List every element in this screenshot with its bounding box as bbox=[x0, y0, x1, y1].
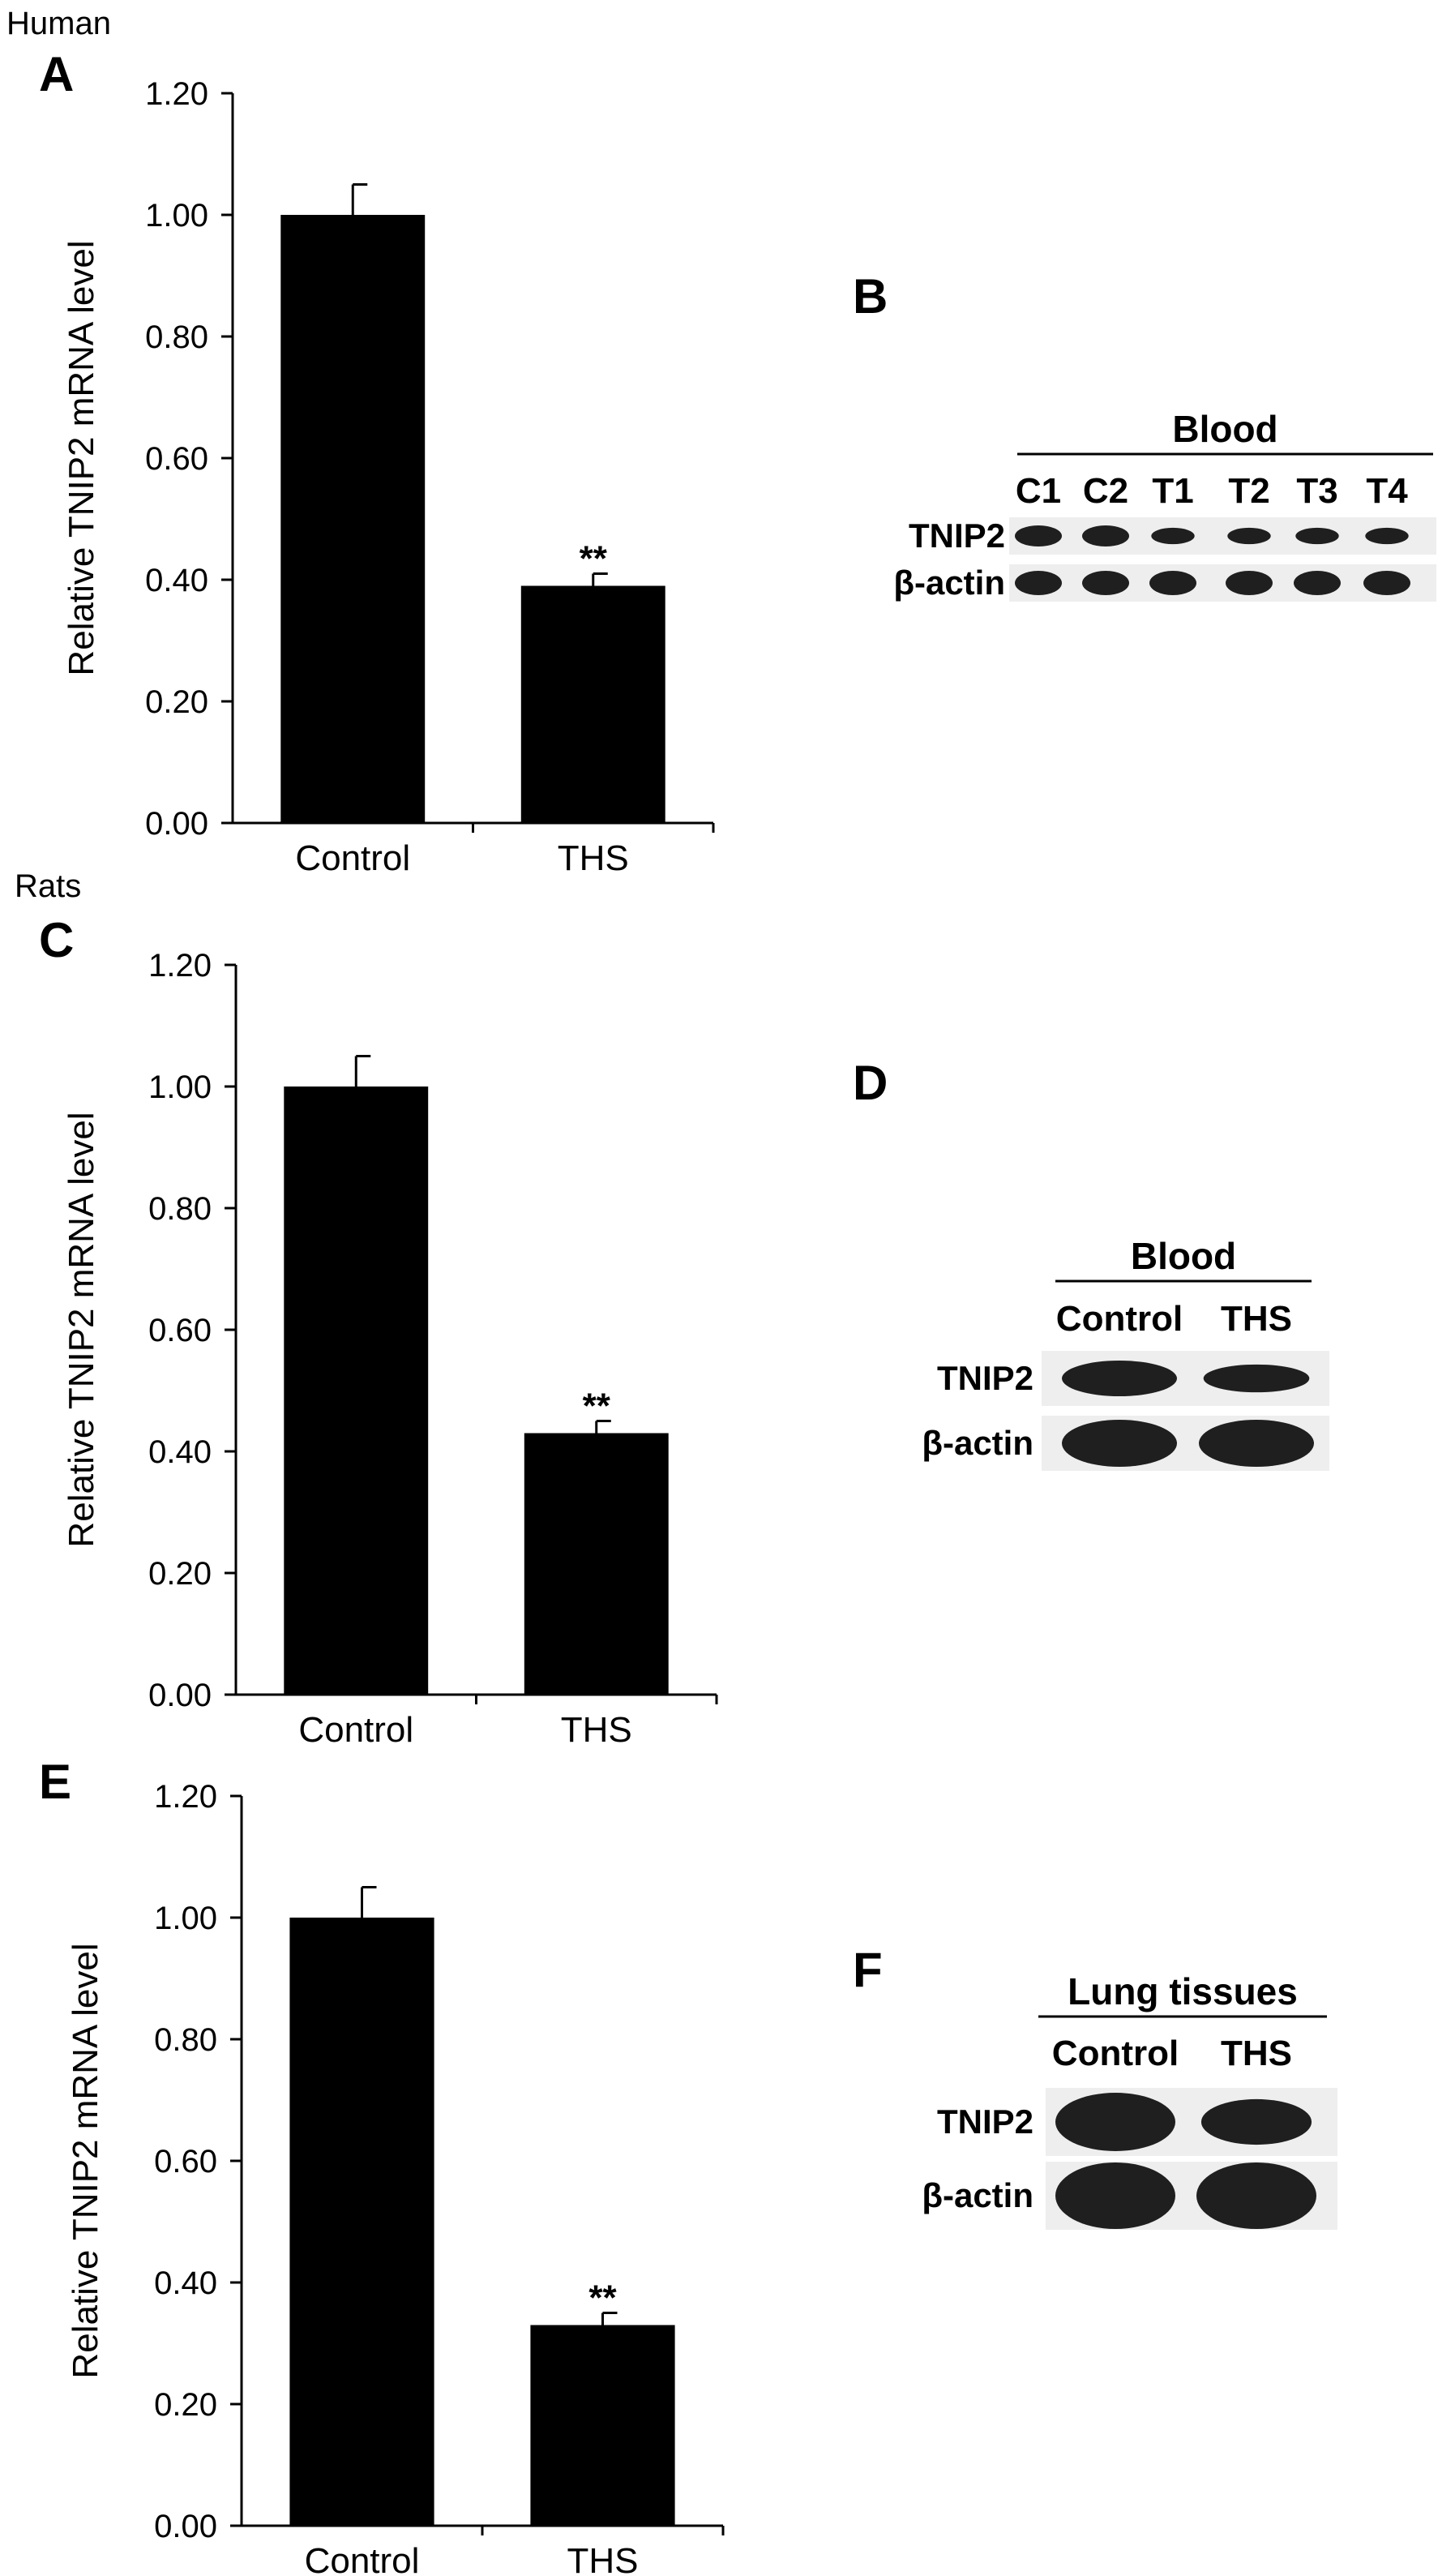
blot-lane-label: T3 bbox=[1296, 471, 1337, 511]
blot-lane-label: THS bbox=[1221, 1299, 1292, 1339]
blot-band bbox=[1062, 1361, 1177, 1396]
blot-lane-label: C2 bbox=[1083, 471, 1128, 511]
y-tick-label: 0.80 bbox=[154, 2022, 217, 2058]
blot-band bbox=[1055, 2093, 1175, 2151]
blot-lane-label: C1 bbox=[1016, 471, 1061, 511]
panel-letter-c: C bbox=[39, 913, 74, 967]
blot-band bbox=[1200, 2098, 1312, 2145]
panel-letter-e: E bbox=[39, 1755, 71, 1809]
blot-band bbox=[1196, 2162, 1316, 2229]
bar-control bbox=[289, 1918, 434, 2526]
blot-band bbox=[1199, 1420, 1314, 1467]
significance-marker: ** bbox=[580, 539, 608, 579]
y-tick-label: 0.00 bbox=[145, 806, 208, 842]
x-category-label: THS bbox=[558, 838, 629, 878]
blot-lane-label: THS bbox=[1221, 2034, 1292, 2073]
y-tick-label: 1.20 bbox=[145, 76, 208, 112]
x-category-label: Control bbox=[298, 1710, 413, 1750]
significance-marker: ** bbox=[583, 1387, 611, 1426]
y-tick-label: 1.20 bbox=[154, 1779, 217, 1815]
bar-control bbox=[280, 215, 426, 823]
blot-row-label: TNIP2 bbox=[909, 516, 1005, 555]
blot-band bbox=[1363, 571, 1410, 595]
blot-band bbox=[1015, 571, 1062, 595]
blot-band bbox=[1294, 571, 1341, 595]
blot-band bbox=[1226, 571, 1273, 595]
significance-marker: ** bbox=[588, 2278, 617, 2318]
y-tick-label: 0.00 bbox=[148, 1678, 212, 1713]
blot-row-label: β-actin bbox=[893, 564, 1005, 602]
y-tick-label: 0.60 bbox=[145, 441, 208, 477]
blot-lane-label: T2 bbox=[1228, 471, 1269, 511]
blot-lane-label: T1 bbox=[1152, 471, 1193, 511]
blot-strip bbox=[1009, 517, 1436, 555]
group-label-human: Human bbox=[6, 6, 111, 41]
y-tick-label: 1.20 bbox=[148, 948, 212, 984]
y-tick-label: 0.60 bbox=[154, 2144, 217, 2180]
y-tick-label: 1.00 bbox=[154, 1901, 217, 1936]
panel-letter-a: A bbox=[39, 47, 74, 101]
x-category-label: THS bbox=[561, 1710, 632, 1750]
y-tick-label: 1.00 bbox=[148, 1069, 212, 1105]
blot-row-label: TNIP2 bbox=[937, 2102, 1033, 2141]
bar-chart-e: 0.00 0.20 0.40 0.60 0.80 1.00 1.20 Relative TNI… bbox=[66, 1779, 725, 2576]
panel-letter-d: D bbox=[853, 1056, 888, 1110]
y-tick-label: 0.20 bbox=[148, 1556, 212, 1592]
bar-ths bbox=[520, 585, 665, 823]
x-category-label: Control bbox=[295, 838, 410, 878]
blot-lane-label: Control bbox=[1052, 2034, 1179, 2073]
blot-lane-label: Control bbox=[1056, 1299, 1183, 1339]
y-axis-title: Relative TNIP2 mRNA level bbox=[62, 1112, 101, 1547]
bar-ths bbox=[530, 2325, 675, 2526]
group-label-rats: Rats bbox=[15, 868, 81, 904]
y-tick-label: 0.40 bbox=[154, 2265, 217, 2301]
y-axis-title: Relative TNIP2 mRNA level bbox=[62, 240, 101, 675]
y-tick-label: 0.40 bbox=[148, 1434, 212, 1470]
western-blot-d: Blood Control THS TNIP2 β-actin bbox=[922, 1235, 1329, 1471]
blot-band bbox=[1151, 527, 1195, 545]
panel-letter-b: B bbox=[853, 269, 888, 324]
x-category-label: Control bbox=[305, 2541, 420, 2576]
x-category-label: THS bbox=[567, 2541, 639, 2576]
blot-lane-label: T4 bbox=[1366, 471, 1408, 511]
blot-band bbox=[1203, 1364, 1310, 1393]
y-tick-label: 0.00 bbox=[154, 2509, 217, 2544]
y-tick-label: 1.00 bbox=[145, 198, 208, 234]
blot-title: Blood bbox=[1172, 408, 1277, 450]
blot-row-label: β-actin bbox=[922, 1424, 1033, 1462]
blot-band bbox=[1227, 527, 1271, 545]
blot-title: Blood bbox=[1131, 1235, 1236, 1277]
blot-band bbox=[1082, 525, 1129, 546]
y-tick-label: 0.80 bbox=[148, 1191, 212, 1227]
blot-band bbox=[1082, 571, 1129, 595]
panel-letter-f: F bbox=[853, 1943, 883, 1997]
blot-row-label: TNIP2 bbox=[937, 1359, 1033, 1397]
blot-band bbox=[1149, 571, 1196, 595]
y-axis-title: Relative TNIP2 mRNA level bbox=[66, 1943, 105, 2378]
y-tick-label: 0.80 bbox=[145, 319, 208, 355]
y-tick-label: 0.20 bbox=[154, 2387, 217, 2423]
blot-band bbox=[1365, 527, 1409, 545]
bar-chart-a: 0.00 0.20 0.40 0.60 0.80 1.00 1.20 Relative TNI… bbox=[62, 76, 715, 878]
blot-band bbox=[1295, 527, 1339, 545]
western-blot-b: Blood C1 C2 T1 T2 T3 T4 TNIP2 β-actin bbox=[893, 408, 1436, 602]
blot-row-label: β-actin bbox=[922, 2176, 1033, 2214]
y-tick-label: 0.20 bbox=[145, 684, 208, 720]
blot-band bbox=[1055, 2162, 1175, 2229]
blot-title: Lung tissues bbox=[1068, 1970, 1298, 2012]
blot-band bbox=[1062, 1420, 1177, 1467]
blot-band bbox=[1015, 525, 1062, 546]
bar-control bbox=[284, 1087, 429, 1695]
y-tick-label: 0.40 bbox=[145, 563, 208, 598]
y-tick-label: 0.60 bbox=[148, 1313, 212, 1348]
bar-chart-c: 0.00 0.20 0.40 0.60 0.80 1.00 1.20 Relative TNI… bbox=[62, 948, 718, 1750]
western-blot-f: Lung tissues Control THS TNIP2 β-actin bbox=[922, 1970, 1337, 2230]
bar-ths bbox=[524, 1433, 669, 1695]
